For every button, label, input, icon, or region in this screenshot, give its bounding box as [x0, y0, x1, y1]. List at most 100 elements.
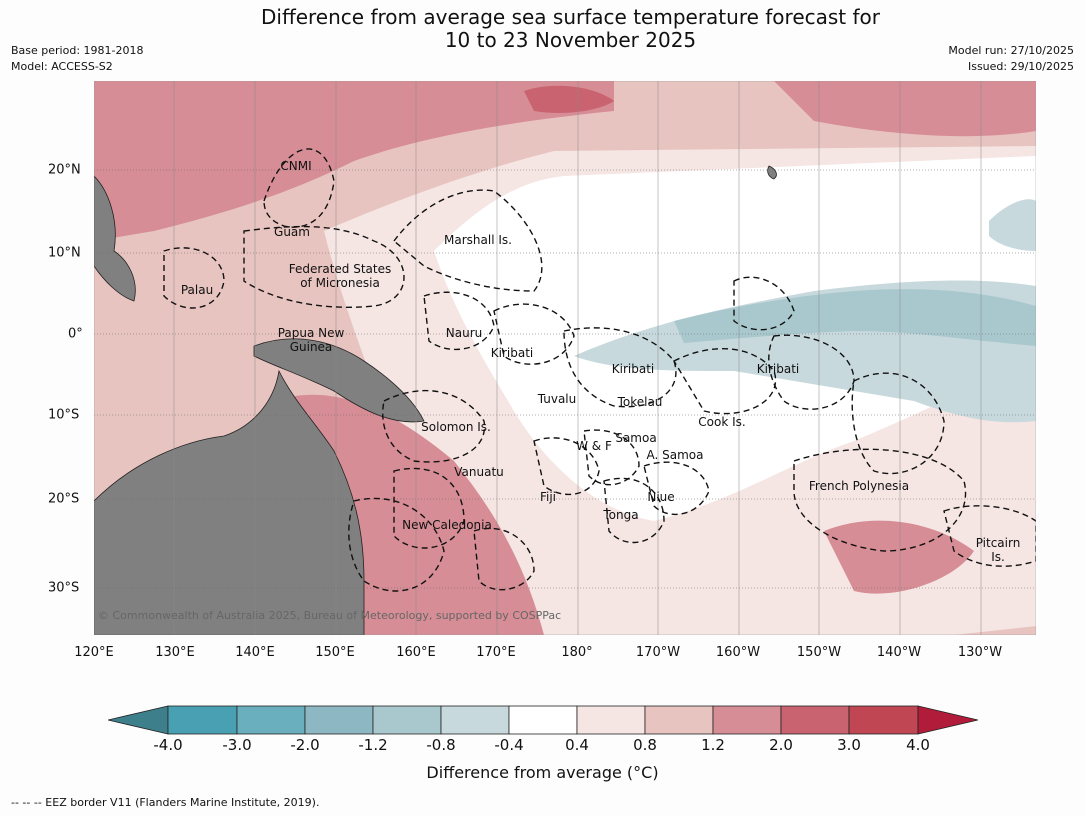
colorbar-tick: -0.8	[426, 736, 456, 754]
philippines-landmass	[94, 175, 136, 302]
colorbar-tick: 1.2	[701, 736, 725, 754]
title-line-2: 10 to 23 November 2025	[444, 28, 697, 52]
place-label-line: Is.	[991, 550, 1005, 564]
place-label: Vanuatu	[454, 465, 504, 479]
issued-date: Issued: 29/10/2025	[967, 60, 1074, 73]
colorbar-swatch	[236, 705, 306, 735]
lon-label: 150°E	[315, 645, 355, 660]
colorbar-tick: 0.4	[565, 736, 589, 754]
colorbar-tick: -0.4	[494, 736, 524, 754]
place-label: A. Samoa	[646, 448, 704, 462]
place-label: Papua New Guinea	[278, 326, 345, 354]
lon-label: 160°E	[396, 645, 436, 660]
colorbar-swatch	[440, 705, 510, 735]
colorbar-swatch	[508, 705, 578, 735]
colorbar-tick: -2.0	[290, 736, 320, 754]
place-label: Nauru	[445, 326, 483, 340]
map-title: Difference from average sea surface temp…	[0, 6, 1085, 52]
place-label: Tonga	[603, 508, 639, 522]
place-label: Solomon Is.	[421, 420, 491, 434]
colorbar-swatch	[848, 705, 919, 735]
place-label: Pitcairn Is.	[976, 536, 1021, 564]
place-label: New Caledonia	[402, 518, 492, 532]
place-label: Niue	[647, 490, 675, 504]
lon-label: 170°W	[635, 645, 681, 660]
lat-label: 10°S	[48, 407, 80, 423]
colorbar-max-arrow	[917, 705, 978, 735]
lat-label: 10°N	[48, 245, 81, 261]
anomaly-cool-north	[989, 199, 1036, 251]
lat-label: 30°S	[48, 580, 80, 596]
place-label: Kiribati	[490, 346, 534, 360]
lat-label: 0°	[68, 326, 83, 342]
place-label: Fiji	[539, 490, 557, 504]
new-guinea-landmass	[253, 338, 425, 423]
place-label: Samoa	[615, 431, 657, 445]
sst-anomaly-map	[94, 81, 1036, 635]
colorbar-tick: -3.0	[222, 736, 252, 754]
place-label-line: Pitcairn	[975, 536, 1021, 550]
graticule	[94, 169, 1036, 589]
copyright-notice: © Commonwealth of Australia 2025, Bureau…	[98, 609, 562, 622]
place-label: W & F	[576, 439, 612, 453]
anomaly-warm-north	[94, 81, 614, 241]
eez-borders	[163, 148, 1036, 592]
colorbar-swatch	[644, 705, 714, 735]
lon-label: 130°E	[155, 645, 195, 660]
place-label: Marshall Is.	[444, 233, 512, 247]
lon-label: 140°W	[876, 645, 922, 660]
colorbar-swatch	[712, 705, 782, 735]
place-label: Federated States of Micronesia	[289, 262, 391, 290]
model-run: Model run: 27/10/2025	[948, 44, 1074, 57]
place-label: French Polynesia	[808, 479, 910, 493]
model-name: Model: ACCESS-S2	[11, 60, 113, 73]
eez-footnote: -- -- -- EEZ border V11 (Flanders Marine…	[11, 796, 320, 809]
place-label: Kiribati	[611, 362, 655, 376]
lon-label: 160°W	[715, 645, 761, 660]
place-label-line: Guinea	[289, 340, 333, 354]
lon-label: 140°E	[235, 645, 275, 660]
lon-label: 130°W	[957, 645, 1003, 660]
place-label-line: Papua New	[277, 326, 345, 340]
colorbar-tick: 3.0	[837, 736, 861, 754]
place-label: Tokelau	[617, 395, 663, 409]
colorbar-label: Difference from average (°C)	[426, 763, 659, 782]
anomaly-cool-core	[674, 289, 1036, 346]
colorbar-swatch	[780, 705, 850, 735]
graticule-meridians	[173, 81, 982, 635]
colorbar-swatch	[576, 705, 646, 735]
colorbar-tick: -1.2	[358, 736, 388, 754]
title-line-1: Difference from average sea surface temp…	[260, 5, 880, 29]
colorbar-swatch	[372, 705, 442, 735]
place-label-line: of Micronesia	[300, 276, 380, 290]
place-label: Tuvalu	[537, 392, 577, 406]
lon-label: 170°E	[476, 645, 516, 660]
colorbar-tick: 4.0	[906, 736, 930, 754]
meta-left: Base period: 1981-2018 Model: ACCESS-S2	[11, 43, 143, 75]
place-label-line: Federated States	[288, 262, 392, 276]
anomaly-warm-northeast	[774, 81, 1036, 137]
colorbar	[108, 705, 978, 735]
anomaly-warm-southeast	[824, 520, 974, 594]
place-label: Palau	[180, 283, 214, 297]
colorbar-swatch	[167, 705, 238, 735]
australia-landmass	[94, 369, 365, 635]
place-label: Guam	[274, 225, 310, 239]
lon-label: 150°W	[796, 645, 842, 660]
colorbar-min-arrow	[108, 705, 169, 735]
colorbar-tick: -4.0	[153, 736, 183, 754]
lat-label: 20°S	[48, 491, 80, 507]
hawaii-landmass	[767, 165, 777, 180]
anomaly-warm-hotspot	[524, 85, 614, 113]
lon-label: 120°E	[74, 645, 114, 660]
colorbar-swatch	[304, 705, 374, 735]
colorbar-tick: 0.8	[633, 736, 657, 754]
meta-right: Model run: 27/10/2025 Issued: 29/10/2025	[948, 43, 1074, 75]
place-label: Cook Is.	[698, 415, 746, 429]
base-period: Base period: 1981-2018	[11, 44, 144, 57]
colorbar-tick: 2.0	[769, 736, 793, 754]
place-label: Kiribati	[756, 362, 800, 376]
lon-label: 180°	[561, 645, 593, 660]
place-label: CNMI	[280, 159, 312, 173]
lat-label: 20°N	[48, 162, 81, 178]
